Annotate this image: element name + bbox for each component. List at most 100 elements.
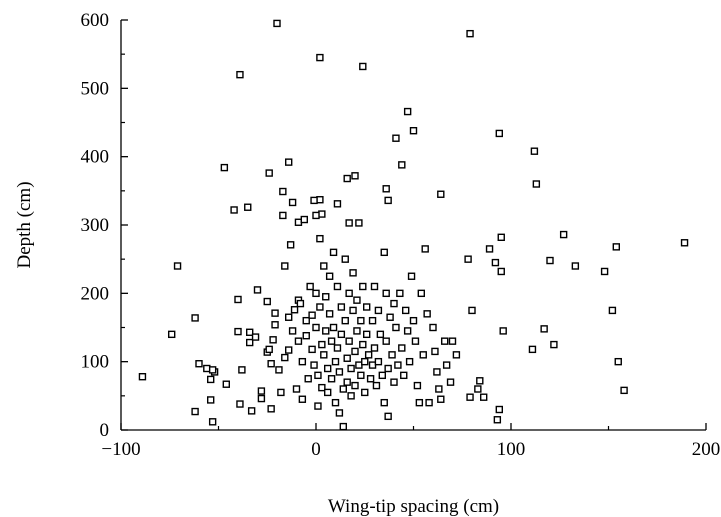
y-tick-label: 300 xyxy=(81,215,110,236)
data-point xyxy=(353,296,361,304)
data-point xyxy=(390,378,398,386)
data-point xyxy=(271,309,279,317)
y-tick-label: 100 xyxy=(81,352,110,373)
data-point xyxy=(279,187,287,196)
data-point xyxy=(528,345,537,354)
data-point xyxy=(466,393,474,401)
data-point xyxy=(281,353,289,362)
data-point xyxy=(417,289,425,298)
data-point xyxy=(571,262,580,270)
data-point xyxy=(384,196,392,205)
data-point xyxy=(394,361,402,369)
data-point xyxy=(267,360,275,368)
data-point xyxy=(378,371,386,380)
data-point xyxy=(474,385,482,393)
data-point xyxy=(343,354,351,362)
data-point xyxy=(431,347,439,356)
data-point xyxy=(316,234,324,243)
data-point xyxy=(277,388,285,397)
data-point xyxy=(382,185,390,193)
data-point xyxy=(302,332,310,340)
data-point xyxy=(333,282,342,291)
data-point xyxy=(294,218,303,226)
data-point xyxy=(267,405,275,413)
y-tick-label: 0 xyxy=(100,420,110,441)
data-point xyxy=(493,416,502,424)
data-point xyxy=(285,346,293,354)
data-point xyxy=(298,395,307,403)
data-point xyxy=(208,366,217,374)
data-point xyxy=(499,327,507,335)
data-point xyxy=(236,400,244,408)
data-point xyxy=(357,371,365,380)
data-point xyxy=(220,163,229,172)
data-point xyxy=(285,158,293,166)
data-point xyxy=(359,282,367,291)
data-point xyxy=(495,405,503,414)
data-point xyxy=(376,330,385,339)
data-point xyxy=(271,321,279,329)
data-point xyxy=(281,262,289,270)
data-point xyxy=(374,306,383,315)
data-point xyxy=(403,107,412,116)
y-tick-label: 600 xyxy=(81,10,110,31)
data-point xyxy=(312,211,320,220)
data-point xyxy=(316,53,324,62)
data-point xyxy=(608,306,617,315)
data-point xyxy=(329,248,338,257)
data-point xyxy=(497,233,505,242)
x-axis-title: Wing-tip spacing (cm) xyxy=(328,496,499,517)
data-point xyxy=(466,29,474,38)
data-point xyxy=(612,243,620,251)
data-point xyxy=(349,269,357,277)
data-point xyxy=(405,357,414,366)
data-point xyxy=(327,337,336,345)
data-point xyxy=(286,241,295,249)
x-tick-label: 100 xyxy=(497,439,526,460)
data-point xyxy=(540,325,548,333)
data-point xyxy=(304,375,312,383)
data-point xyxy=(316,196,324,204)
data-point xyxy=(191,314,199,322)
x-tick-label: −100 xyxy=(101,439,140,460)
data-point xyxy=(532,180,541,188)
data-point xyxy=(351,347,359,356)
data-point xyxy=(318,340,326,349)
data-point xyxy=(341,316,349,325)
data-point xyxy=(476,377,484,385)
data-point xyxy=(370,344,379,352)
data-point xyxy=(310,361,318,369)
data-point xyxy=(273,19,281,28)
y-tick-label: 200 xyxy=(81,283,110,304)
data-point xyxy=(680,239,689,247)
data-point xyxy=(245,338,254,347)
data-point xyxy=(415,398,424,407)
data-point xyxy=(339,385,347,393)
data-point xyxy=(290,306,299,314)
data-point xyxy=(345,219,353,227)
data-point xyxy=(437,395,445,403)
data-point xyxy=(351,381,359,390)
data-point xyxy=(380,248,388,257)
data-point xyxy=(361,388,369,397)
data-point xyxy=(203,364,211,373)
data-point xyxy=(366,375,375,383)
y-tick-label: 400 xyxy=(81,147,110,168)
y-axis-title: Depth (cm) xyxy=(14,181,35,268)
data-point xyxy=(485,245,494,253)
data-point xyxy=(530,147,539,155)
data-point xyxy=(546,256,554,265)
data-point xyxy=(341,255,349,263)
data-point xyxy=(353,327,361,335)
data-point xyxy=(314,402,322,410)
data-point xyxy=(244,203,252,211)
data-point xyxy=(429,323,437,332)
data-point xyxy=(285,313,293,321)
data-point xyxy=(206,396,215,404)
data-point xyxy=(314,371,322,380)
data-point xyxy=(333,200,342,208)
data-point xyxy=(236,70,244,79)
data-point xyxy=(368,316,377,325)
data-point xyxy=(312,323,320,332)
